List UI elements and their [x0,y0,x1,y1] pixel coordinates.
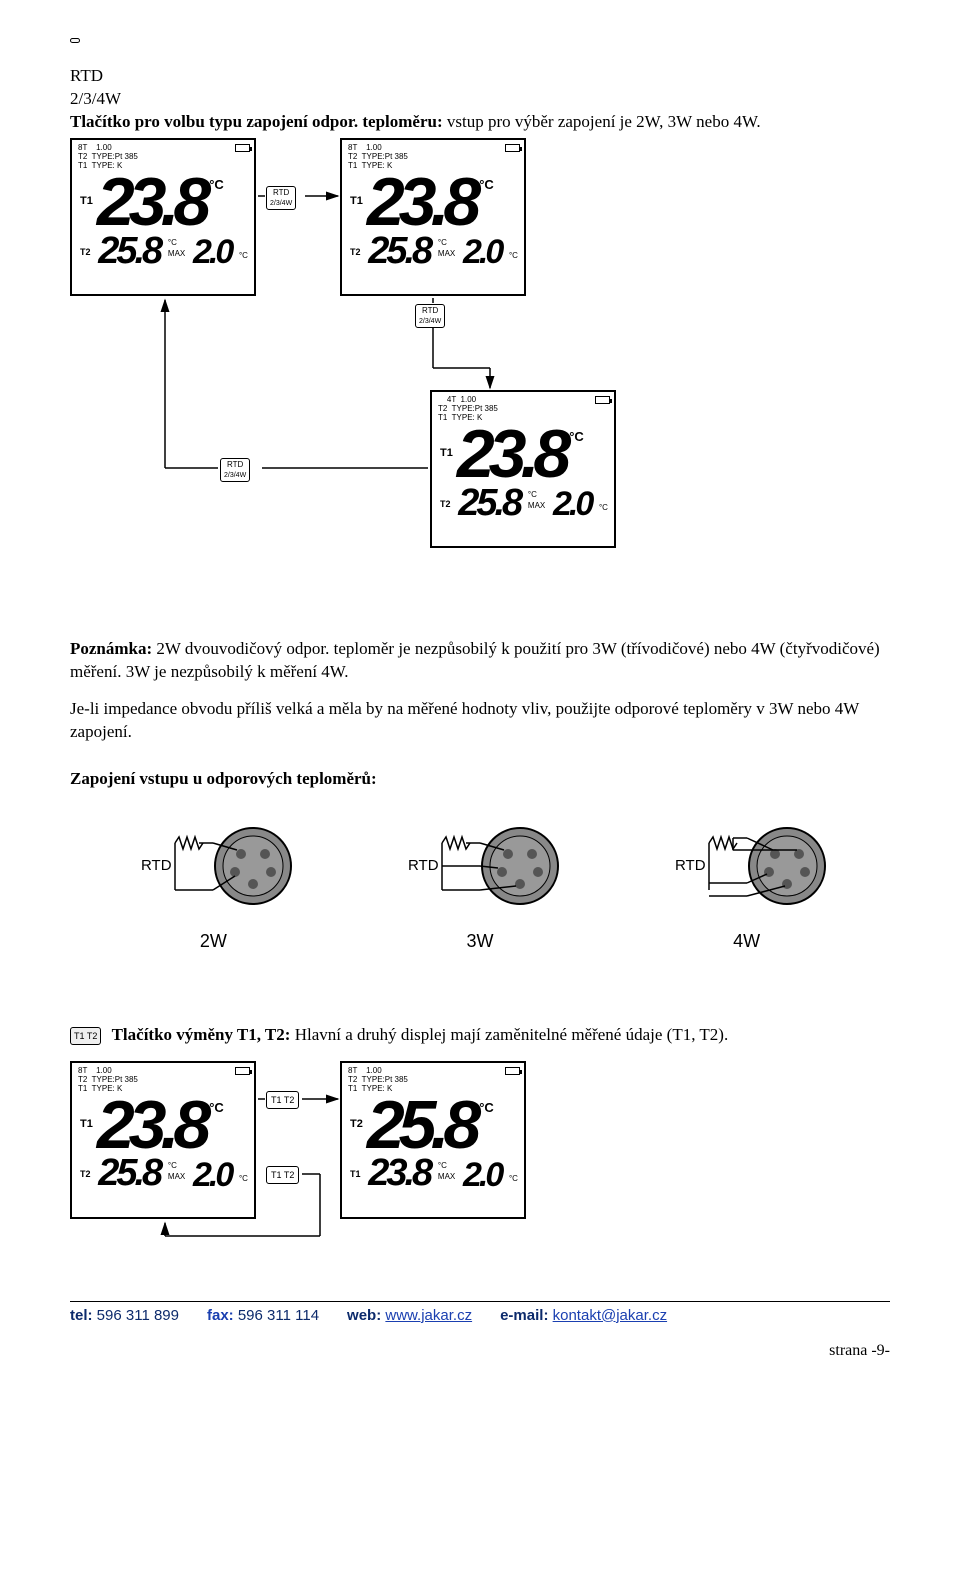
lcd-a-unit: °C [209,176,224,194]
lcd-b-smlu: °C [509,251,518,262]
lcd-c-unit: °C [569,428,584,446]
rtd-icon-l1: RTD [70,65,890,88]
footer-web: web: www.jakar.cz [347,1306,472,1326]
lcd-e: 8T 1.00 T2 TYPE:Pt 385 T1 TYPE: K T2 25.… [340,1061,526,1219]
lcd-b-midu: °C MAX [438,238,455,260]
svg-text:RTD: RTD [408,857,439,874]
lcd-e-mid: 23.8 [368,1156,430,1190]
lcd-c-t1: T1 [440,446,453,461]
battery-icon [595,396,610,404]
lcd-b: 8T 1.00 T2 TYPE:Pt 385 T1 TYPE: K T1 23.… [340,138,526,296]
p2-rest: 2W dvouvodičový odpor. teploměr je nezpů… [70,639,880,681]
lcd-a-sml: 2.0 [193,237,231,268]
lcd-c: 4T 1.00 T2 TYPE:Pt 385 T1 TYPE: K T1 23.… [430,390,616,548]
lcd-e-sml: 2.0 [463,1160,501,1191]
para-impedance: Je-li impedance obvodu příliš velká a mě… [70,698,890,744]
lcd-e-t2: T1 [350,1168,361,1180]
lcd-b-unit: °C [479,176,494,194]
footer-web-link[interactable]: www.jakar.cz [385,1307,472,1324]
lcd-e-big: 25.8 [367,1095,475,1156]
para-t1t2: T1 T2 Tlačítko výměny T1, T2: Hlavní a d… [70,1024,890,1047]
t1t2-diagram: 8T 1.00 T2 TYPE:Pt 385 T1 TYPE: K T1 23.… [70,1061,890,1261]
lcd-b-t1: T1 [350,194,363,209]
lcd-d-t1: T1 [80,1117,93,1132]
para-note: Poznámka: 2W dvouvodičový odpor. teplomě… [70,638,890,684]
rtd-icon [70,38,80,43]
t1t2-badge-1: T1 T2 [266,1091,299,1109]
rtd-badge-b: RTD2/3/4W [415,304,445,328]
p4-bold: Tlačítko výměny T1, T2: [112,1025,291,1044]
heading-connection: Zapojení vstupu u odporových teploměrů: [70,768,890,791]
conn-4w-svg: RTD [657,808,837,918]
lcd-c-big: 23.8 [457,424,565,485]
p1-bold: Tlačítko pro volbu typu zapojení odpor. … [70,112,443,131]
rtd-flow-diagram: 8T 1.00 T2 TYPE:Pt 385 T1 TYPE: K T1 23.… [70,138,890,608]
rtd-icon-l2: 2/3/4W [70,88,890,111]
lcd-d-big: 23.8 [97,1095,205,1156]
t1t2-icon: T1 T2 [70,1027,101,1045]
lcd-c-sml: 2.0 [553,489,591,520]
lcd-d-smlu: °C [239,1174,248,1185]
rtd-badge-a: RTD2/3/4W [266,186,296,210]
battery-icon [505,1067,520,1075]
lcd-a: 8T 1.00 T2 TYPE:Pt 385 T1 TYPE: K T1 23.… [70,138,256,296]
lcd-a-t1: T1 [80,194,93,209]
lcd-d: 8T 1.00 T2 TYPE:Pt 385 T1 TYPE: K T1 23.… [70,1061,256,1219]
battery-icon [235,1067,250,1075]
conn-4w: RTD 4W [657,808,837,953]
lcd-d-unit: °C [209,1099,224,1117]
page-number: strana -9- [70,1340,890,1362]
lcd-b-mid: 25.8 [368,234,430,268]
lcd-c-mid: 25.8 [458,486,520,520]
lcd-e-smlu: °C [509,1174,518,1185]
conn-2w-label: 2W [123,929,303,953]
footer-email-link[interactable]: kontakt@jakar.cz [553,1307,667,1324]
lcd-a-mid: 25.8 [98,234,160,268]
conn-4w-label: 4W [657,929,837,953]
svg-text:RTD: RTD [675,857,706,874]
p4-rest: Hlavní a druhý displej mají zaměnitelné … [290,1025,728,1044]
conn-3w-svg: RTD [390,808,570,918]
svg-text:RTD: RTD [141,857,172,874]
lcd-c-midu: °C MAX [528,490,545,512]
lcd-d-sml: 2.0 [193,1160,231,1191]
lcd-a-t2: T2 [80,246,91,258]
lcd-b-big: 23.8 [367,172,475,233]
lcd-d-t2: T2 [80,1168,91,1180]
lcd-a-midu: °C MAX [168,238,185,260]
footer-tel: tel: 596 311 899 [70,1306,179,1326]
lcd-a-big: 23.8 [97,172,205,233]
lcd-c-smlu: °C [599,503,608,514]
lcd-e-midu: °C MAX [438,1161,455,1183]
footer-fax: fax: 596 311 114 [207,1306,319,1326]
lcd-d-midu: °C MAX [168,1161,185,1183]
conn-2w-svg: RTD [123,808,303,918]
p2-lead: Poznámka: [70,639,152,658]
conn-2w: RTD 2W [123,808,303,953]
battery-icon [505,144,520,152]
lcd-d-mid: 25.8 [98,1156,160,1190]
lcd-a-smlu: °C [239,251,248,262]
lcd-c-t2: T2 [440,498,451,510]
para-rtd-button [70,28,890,51]
lcd-b-t2: T2 [350,246,361,258]
footer-email: e-mail: kontakt@jakar.cz [500,1306,667,1326]
rtd-badge-c: RTD2/3/4W [220,458,250,482]
battery-icon [235,144,250,152]
p1-rest: vstup pro výběr zapojení je 2W, 3W nebo … [443,112,761,131]
conn-3w: RTD 3W [390,808,570,953]
lcd-e-unit: °C [479,1099,494,1117]
footer: tel: 596 311 899 fax: 596 311 114 web: w… [70,1301,890,1326]
lcd-e-t1: T2 [350,1117,363,1132]
connector-diagrams: RTD 2W RTD [70,808,890,953]
t1t2-badge-2: T1 T2 [266,1166,299,1184]
conn-3w-label: 3W [390,929,570,953]
lcd-b-sml: 2.0 [463,237,501,268]
